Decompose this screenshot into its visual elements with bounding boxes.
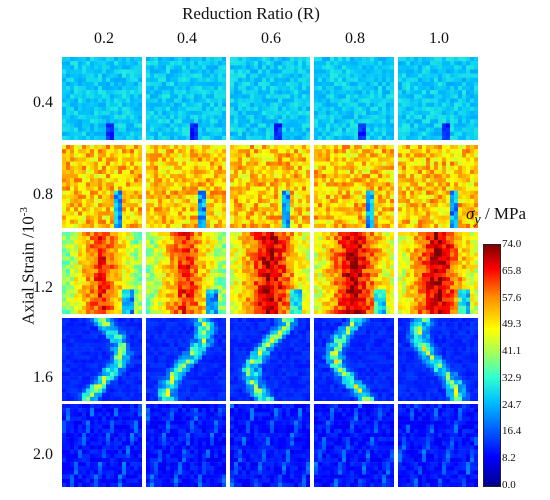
stress-field-panel (146, 57, 226, 140)
colorbar-title: σy / MPa (466, 204, 527, 228)
row-label-1: 0.8 (33, 186, 53, 203)
stress-field-panel (230, 57, 310, 140)
stress-field-panel (398, 57, 478, 140)
stress-field-panel (230, 404, 310, 487)
stress-field-panel (398, 318, 478, 401)
stress-field-panel (314, 404, 394, 487)
column-label-2: 0.6 (261, 30, 281, 47)
colorbar-tick-label: 0.0 (502, 479, 516, 491)
colorbar-tick-label: 57.6 (502, 291, 522, 304)
row-axis-title: Axial Strain /10-3 (18, 207, 38, 325)
stress-field-panel (62, 404, 142, 487)
stress-field-panel (62, 145, 142, 228)
column-label-1: 0.4 (177, 30, 197, 47)
stress-field-panel (62, 318, 142, 401)
stress-field-panel (146, 232, 226, 314)
stress-field-panel (230, 232, 310, 314)
row-label-3: 1.6 (33, 369, 53, 386)
colorbar-tick-label: 24.7 (502, 398, 522, 411)
stress-field-panel (398, 232, 478, 314)
stress-field-panel (314, 145, 394, 228)
colorbar-tick-label: 32.9 (502, 371, 522, 384)
stress-field-panel (62, 232, 142, 314)
colorbar-tick-label: 8.2 (502, 452, 516, 465)
colorbar-tick-label: 65.8 (502, 264, 522, 277)
row-label-4: 2.0 (33, 446, 53, 463)
column-axis-title: Reduction Ratio (R) (182, 4, 320, 23)
row-label-0: 0.4 (33, 94, 53, 111)
column-label-4: 1.0 (429, 30, 449, 47)
row-label-2: 1.2 (33, 279, 53, 296)
stress-field-panel (230, 145, 310, 228)
stress-field-panel (398, 404, 478, 487)
stress-field-panel (398, 145, 478, 228)
stress-field-panel (314, 57, 394, 140)
column-label-3: 0.8 (345, 30, 365, 47)
stress-field-panel (314, 318, 394, 401)
colorbar-tick-label: 49.3 (502, 318, 522, 331)
colorbar-tick-label: 16.4 (502, 425, 522, 438)
stress-field-panel (230, 318, 310, 401)
stress-field-panel (146, 318, 226, 401)
column-label-0: 0.2 (94, 30, 114, 47)
colorbar (483, 244, 501, 487)
stress-field-panel (146, 145, 226, 228)
colorbar-tick-label: 41.1 (502, 345, 522, 358)
stress-field-panel (146, 404, 226, 487)
colorbar-tick-label: 74.0 (502, 238, 522, 250)
stress-field-panel (62, 57, 142, 140)
stress-field-panel (314, 232, 394, 314)
